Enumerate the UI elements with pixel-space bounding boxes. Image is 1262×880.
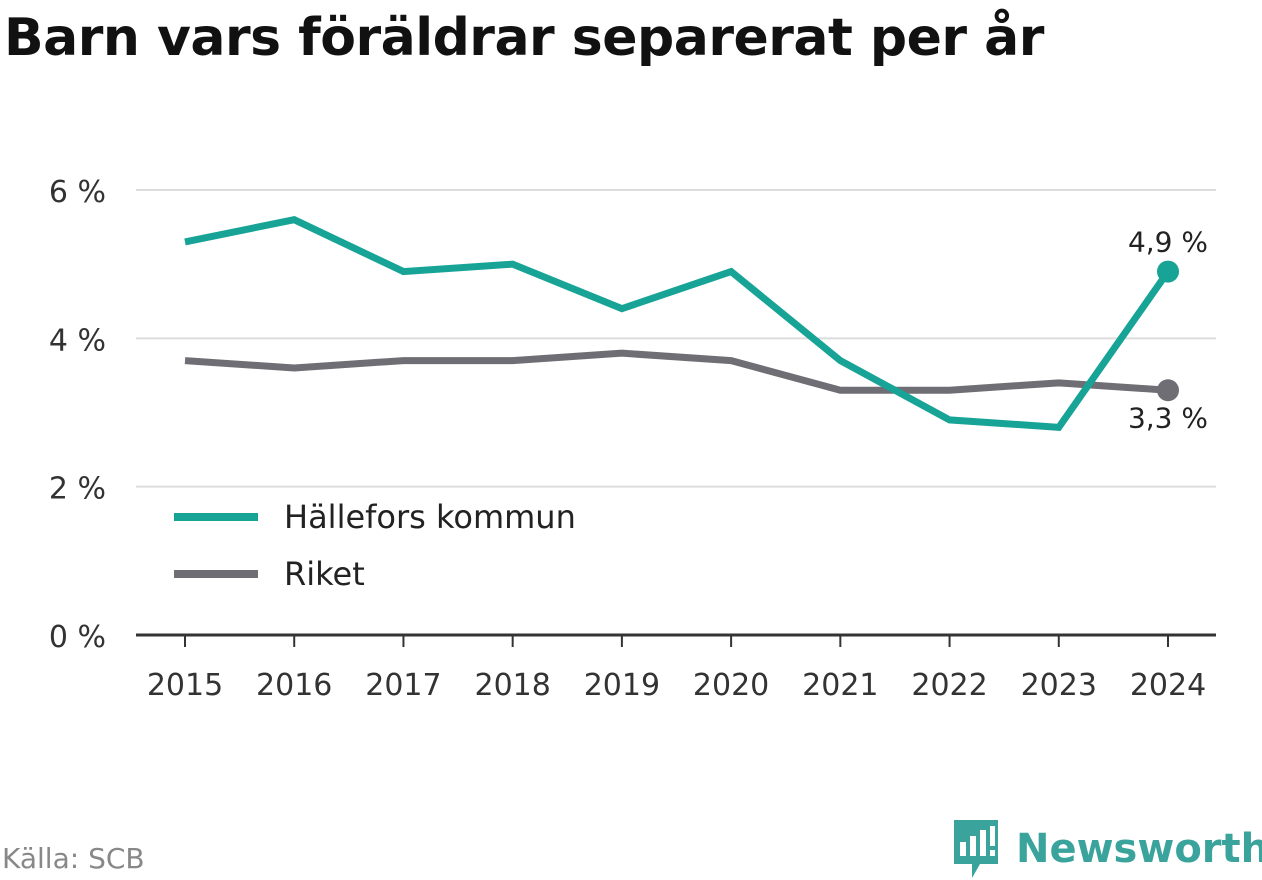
y-tick-label: 2 %	[49, 472, 106, 507]
y-tick-label: 4 %	[49, 323, 106, 358]
x-tick-label: 2015	[147, 668, 223, 703]
newsworthy-logo-icon	[954, 820, 998, 878]
grid-lines	[136, 189, 1216, 488]
series-lines: 4,9 % 3,3 %	[184, 216, 1208, 434]
end-point-marker	[1157, 260, 1179, 283]
x-tick-label: 2021	[802, 668, 878, 703]
brand-name: Newsworthy	[1016, 826, 1262, 872]
x-tick-label: 2024	[1130, 668, 1206, 703]
line-chart: 0 % 2 % 4 % 6 % 2015 2016 2017 2018 2019 2020 202…	[49, 175, 1216, 703]
series-line	[184, 349, 1169, 394]
x-tick-label: 2018	[474, 668, 550, 703]
legend: Hällefors kommun Riket	[162, 488, 624, 600]
x-tick-label: 2020	[693, 668, 769, 703]
brand: Newsworthy	[950, 818, 1262, 880]
x-tick-label: 2016	[256, 668, 332, 703]
end-value-label: 3,3 %	[1128, 401, 1208, 434]
y-tick-label: 0 %	[49, 620, 106, 655]
x-tick-label: 2019	[584, 668, 660, 703]
end-value-label: 4,9 %	[1128, 226, 1208, 259]
x-tick-label: 2023	[1021, 668, 1097, 703]
legend-label: Hällefors kommun	[284, 498, 576, 536]
y-axis: 0 % 2 % 4 % 6 %	[49, 175, 106, 655]
x-tick-label: 2022	[911, 668, 987, 703]
source-note: Källa: SCB	[2, 842, 145, 875]
series-line	[184, 216, 1171, 431]
end-point-marker	[1157, 379, 1179, 402]
x-axis: 2015 2016 2017 2018 2019 2020 2021 2022 2023 2024	[136, 633, 1216, 703]
chart-title: Barn vars föräldrar separerat per år	[4, 8, 1044, 68]
x-tick-label: 2017	[365, 668, 441, 703]
legend-label: Riket	[284, 555, 365, 593]
legend-background	[162, 488, 624, 600]
y-tick-label: 6 %	[49, 175, 106, 210]
